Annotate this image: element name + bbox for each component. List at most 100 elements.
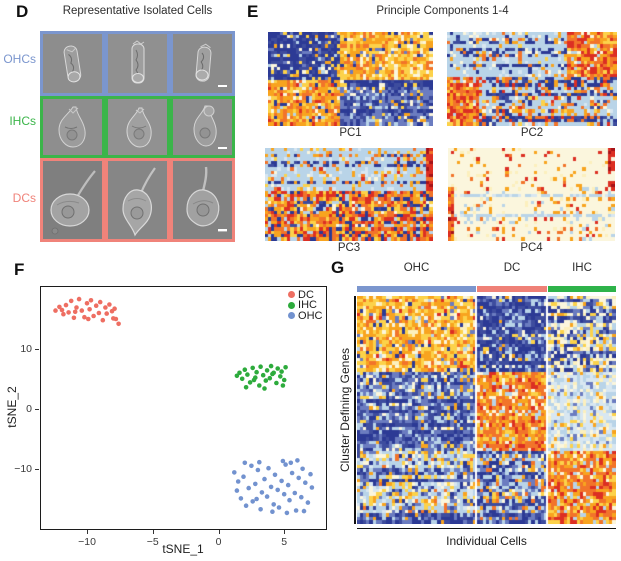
legend-dot-dc <box>288 291 296 299</box>
y-axis-line <box>354 296 356 524</box>
scatter-point-ihc <box>267 375 272 380</box>
scatter-point-dc <box>65 309 71 315</box>
scatter-point-ohc <box>265 465 271 470</box>
scatter-point-dc <box>103 310 109 316</box>
scatter-point-ohc <box>302 479 308 485</box>
row-label-ihcs: IHCs <box>9 114 36 128</box>
y-tick <box>35 409 39 410</box>
scatter-point-ihc <box>242 366 247 372</box>
panel-f: F DC IHC OHC tSNE_1 tSNE_2 −10 −5 0 5 10 0 −10 <box>0 255 340 561</box>
scatter-point-ohc <box>284 510 289 515</box>
scatter-point-ohc <box>243 502 248 508</box>
y-tick <box>35 348 39 350</box>
pc2-heatmap <box>447 32 617 126</box>
scale-bar <box>218 147 227 149</box>
dc-cell-image <box>173 161 232 239</box>
scatter-point-dc <box>84 300 89 306</box>
scatter-point-ohc <box>240 473 246 479</box>
panel-e-letter: E <box>247 2 259 21</box>
scatter-point-ohc <box>259 489 264 495</box>
legend-dot-ihc <box>288 301 296 309</box>
scatter-point-ihc <box>263 377 268 383</box>
scatter-point-ihc <box>243 384 248 390</box>
scatter-point-ihc <box>257 363 263 369</box>
ihc-cell-image <box>108 99 167 155</box>
scatter-point-dc <box>76 296 81 301</box>
x-tick-label: −5 <box>146 536 159 548</box>
micrograph-ihc-1 <box>40 96 105 158</box>
group-label-dc: DC <box>503 262 521 274</box>
micrograph-ihc-3 <box>170 96 235 158</box>
pc3-heatmap <box>265 148 433 241</box>
scatter-point-dc <box>73 304 79 310</box>
scatter-point-ohc <box>281 491 286 496</box>
scatter-point-dc <box>60 311 66 316</box>
scatter-point-ohc <box>301 508 306 513</box>
scatter-point-ihc <box>274 365 280 371</box>
scatter-point-dc <box>59 307 64 312</box>
scatter-point-ohc <box>278 478 284 483</box>
scatter-point-dc <box>113 316 118 321</box>
scatter-point-ohc <box>261 476 267 481</box>
scatter-point-ihc <box>256 382 262 388</box>
scatter-point-ihc <box>269 371 275 376</box>
scatter-point-ohc <box>285 482 290 487</box>
scatter-point-ohc <box>268 484 273 489</box>
x-tick <box>87 530 88 534</box>
panel-e-title: Principle Components 1-4 <box>376 5 509 17</box>
pc3-label: PC3 <box>337 242 361 254</box>
micrograph-ihc-2 <box>105 96 170 158</box>
x-axis-line <box>357 527 616 529</box>
scatter-point-ihc <box>278 368 284 374</box>
scatter-point-ohc <box>286 497 292 502</box>
micrograph-dc-1 <box>40 158 105 242</box>
scatter-point-dc <box>63 302 68 307</box>
y-tick-label: 10 <box>20 342 32 355</box>
scatter-point-ihc <box>236 370 242 375</box>
scatter-point-dc <box>56 304 62 309</box>
legend-item-ihc: IHC <box>288 300 322 311</box>
cluster-genes-x-label: Individual Cells <box>446 534 527 548</box>
scatter-point-ihc <box>264 367 269 373</box>
group-bar-ohc <box>357 286 476 292</box>
scatter-point-dc <box>79 307 84 313</box>
scatter-point-ohc <box>276 504 281 510</box>
dc-cell-image <box>43 161 102 239</box>
scatter-point-ihc <box>247 379 252 385</box>
scatter-point-dc <box>93 302 98 308</box>
scatter-point-ohc <box>294 457 300 463</box>
x-tick-label: 5 <box>281 536 288 548</box>
scatter-point-dc <box>111 305 117 311</box>
scatter-point-dc <box>97 299 102 304</box>
scatter-point-dc <box>85 316 91 321</box>
scatter-point-ihc <box>253 369 259 374</box>
y-tick-label: −10 <box>14 463 32 476</box>
tsne-points <box>52 296 314 515</box>
y-tick <box>35 469 39 471</box>
scatter-point-ohc <box>234 487 239 493</box>
scatter-point-dc <box>102 304 108 310</box>
scatter-point-ohc <box>272 472 277 477</box>
ihc-cell-image <box>43 99 102 155</box>
legend-item-dc: DC <box>288 289 322 300</box>
panel-d: D Representative Isolated Cells OHCs IHC… <box>0 0 245 255</box>
scatter-point-dc <box>72 309 77 314</box>
scatter-point-ohc <box>280 458 285 463</box>
micrograph-ohc-1 <box>40 31 105 96</box>
scatter-point-ohc <box>255 467 260 472</box>
cluster-genes-heatmap <box>357 296 616 524</box>
scatter-point-ohc <box>235 478 240 484</box>
scatter-point-ihc <box>244 371 250 377</box>
scatter-point-ohc <box>264 493 269 499</box>
scatter-point-ohc <box>295 475 301 480</box>
pc4-label: PC4 <box>520 242 543 254</box>
pc1-label: PC1 <box>339 127 362 139</box>
scatter-point-ihc <box>273 380 279 385</box>
legend-dot-ohc <box>288 312 296 320</box>
scatter-point-ohc <box>248 463 254 468</box>
x-tick-label: −10 <box>78 536 96 548</box>
micrograph-dc-2 <box>105 158 170 242</box>
dc-cell-image <box>108 161 167 239</box>
ohc-cell-image <box>108 34 167 93</box>
